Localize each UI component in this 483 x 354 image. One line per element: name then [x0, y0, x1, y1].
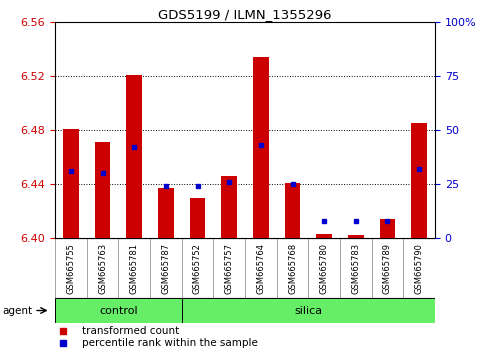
- Text: GSM665783: GSM665783: [351, 243, 360, 294]
- Bar: [182, 298, 435, 323]
- Bar: [95, 142, 111, 238]
- Bar: [380, 219, 396, 238]
- Text: GSM665790: GSM665790: [415, 243, 424, 294]
- Text: GSM665781: GSM665781: [129, 243, 139, 294]
- Text: control: control: [99, 306, 138, 315]
- Text: agent: agent: [3, 306, 33, 315]
- Bar: [253, 57, 269, 238]
- Bar: [55, 298, 182, 323]
- Bar: [221, 176, 237, 238]
- Bar: [284, 183, 300, 238]
- Text: GSM665787: GSM665787: [161, 243, 170, 294]
- Text: GSM665780: GSM665780: [320, 243, 328, 294]
- Title: GDS5199 / ILMN_1355296: GDS5199 / ILMN_1355296: [158, 8, 332, 21]
- Bar: [158, 188, 174, 238]
- Bar: [63, 129, 79, 238]
- Bar: [190, 198, 205, 238]
- Text: transformed count: transformed count: [82, 326, 179, 336]
- Text: percentile rank within the sample: percentile rank within the sample: [82, 338, 257, 348]
- Text: GSM665757: GSM665757: [225, 243, 234, 294]
- Bar: [411, 123, 427, 238]
- Text: silica: silica: [294, 306, 322, 315]
- Text: GSM665789: GSM665789: [383, 243, 392, 294]
- Text: GSM665764: GSM665764: [256, 243, 265, 294]
- Bar: [316, 234, 332, 238]
- Bar: [126, 75, 142, 238]
- Text: GSM665768: GSM665768: [288, 243, 297, 294]
- Text: GSM665752: GSM665752: [193, 243, 202, 294]
- Text: GSM665763: GSM665763: [98, 243, 107, 294]
- Text: GSM665755: GSM665755: [66, 243, 75, 294]
- Bar: [348, 235, 364, 238]
